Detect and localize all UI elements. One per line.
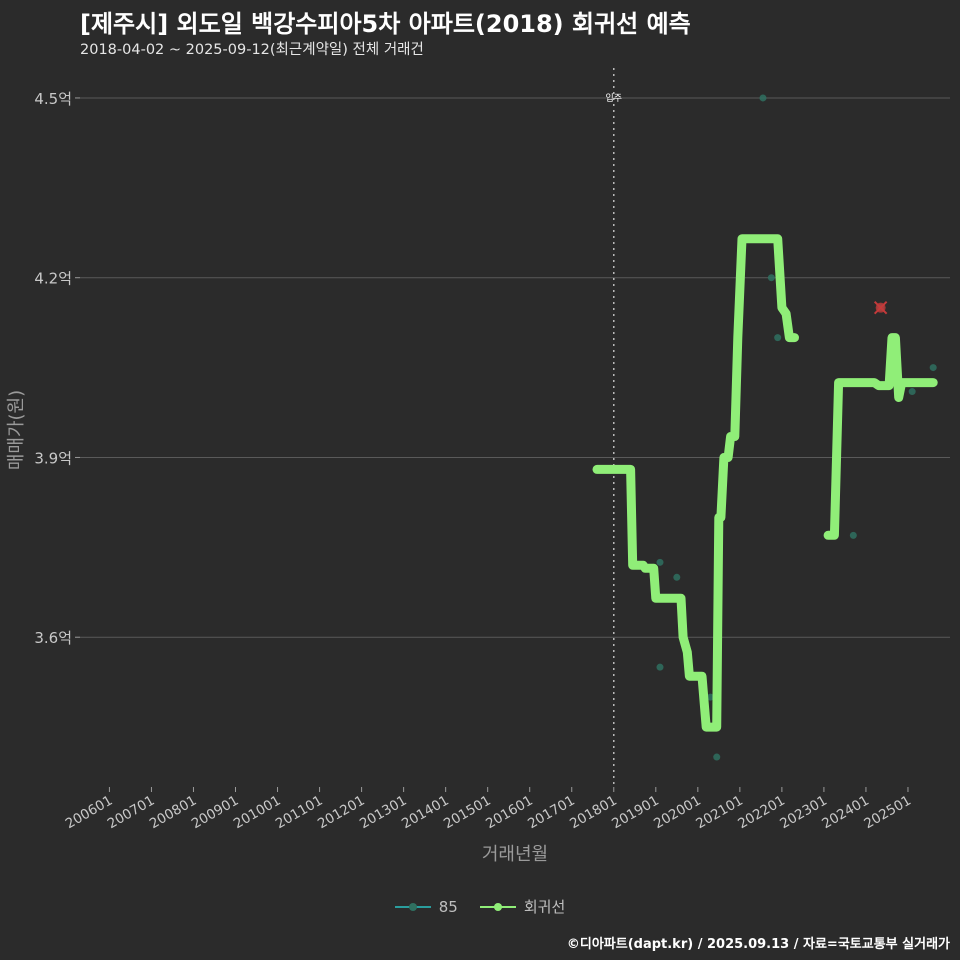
x-tick-label: 202101	[693, 793, 746, 833]
x-axis-ticks: 2006012007012008012009012010012011012012…	[63, 787, 914, 832]
move-in-label: 입주	[605, 92, 622, 104]
y-axis-ticks: 3.6억 3.9억 4.2억 4.5억	[34, 90, 80, 647]
x-tick-label: 202501	[861, 793, 914, 833]
legend: 85 회귀선	[0, 896, 960, 917]
legend-label-regression: 회귀선	[523, 898, 566, 916]
data-point	[767, 274, 775, 282]
x-tick-label: 201101	[273, 793, 326, 833]
x-tick-label: 201401	[399, 793, 452, 833]
regression-line-segment	[823, 333, 938, 540]
x-tick-label: 201201	[315, 793, 368, 833]
regression-lines	[592, 234, 938, 732]
chart-title: [제주시] 외도일 백강수피아5차 아파트(2018) 회귀선 예측	[80, 10, 691, 38]
x-tick-label: 201501	[441, 793, 494, 833]
data-point	[656, 558, 664, 566]
legend-key-regression	[479, 897, 516, 917]
legend-label-85: 85	[438, 897, 458, 916]
regression-line-segment	[592, 234, 799, 732]
x-tick-label: 200801	[147, 793, 200, 833]
x-tick-label: 201301	[357, 793, 410, 833]
scatter-points	[656, 94, 937, 761]
data-point	[929, 364, 937, 372]
move-in-line: 입주	[605, 68, 622, 787]
data-point	[849, 531, 857, 539]
x-tick-label: 202001	[651, 793, 704, 833]
x-tick-label: 201801	[567, 793, 620, 833]
data-point	[759, 94, 767, 102]
legend-key-85	[394, 897, 431, 917]
source-caption: ©디아파트(dapt.kr) / 2025.09.13 / 자료=국토교통부 실…	[566, 937, 950, 952]
data-point	[713, 753, 721, 761]
x-tick-label: 200901	[189, 793, 242, 833]
data-point	[908, 388, 916, 396]
data-point	[774, 334, 782, 342]
grid-lines	[80, 97, 950, 638]
x-tick-label: 202401	[819, 793, 872, 833]
data-point	[673, 573, 681, 581]
highlight-cross	[873, 300, 888, 315]
highlight-marker	[873, 300, 888, 315]
x-axis-label: 거래년월	[482, 844, 548, 865]
legend-item-85[interactable]: 85	[394, 896, 458, 917]
x-tick-label: 201701	[525, 793, 578, 833]
data-point	[706, 693, 714, 701]
x-tick-label: 200701	[105, 793, 158, 833]
x-tick-label: 201901	[609, 793, 662, 833]
y-tick-label: 3.9억	[34, 449, 72, 467]
y-axis-label: 매매가(원)	[6, 390, 27, 470]
x-tick-label: 201601	[483, 793, 536, 833]
y-tick-label: 3.6억	[34, 629, 72, 647]
x-tick-label: 202301	[777, 793, 830, 833]
y-tick-label: 4.2억	[34, 270, 72, 288]
x-tick-label: 202201	[735, 793, 788, 833]
x-tick-label: 200601	[63, 793, 116, 833]
x-tick-label: 201001	[231, 793, 284, 833]
y-tick-label: 4.5억	[34, 90, 72, 108]
chart-subtitle: 2018-04-02 ~ 2025-09-12(최근계약일) 전체 거래건	[80, 42, 424, 58]
legend-item-regression[interactable]: 회귀선	[479, 896, 566, 917]
data-point	[656, 663, 664, 671]
